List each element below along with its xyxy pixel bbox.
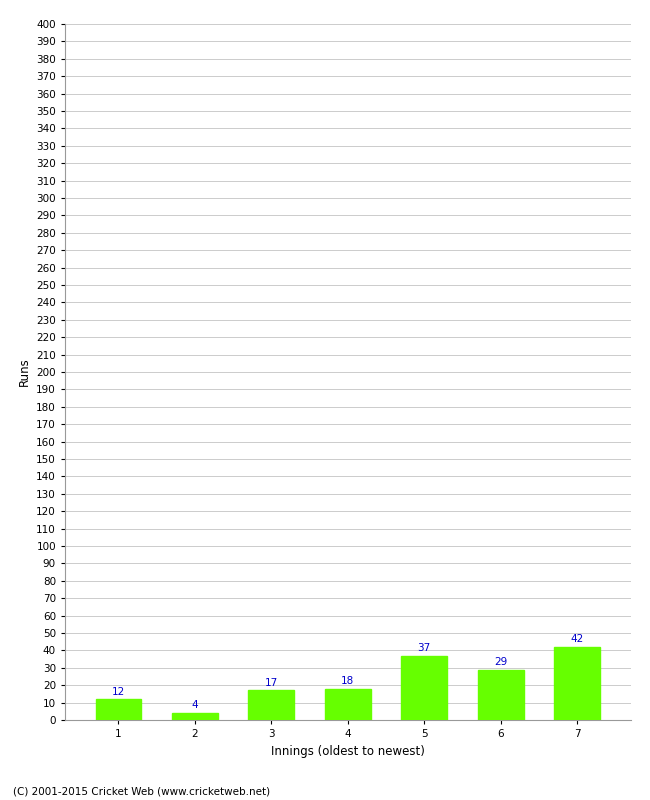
Bar <box>554 647 600 720</box>
Bar <box>96 699 142 720</box>
Text: 42: 42 <box>571 634 584 644</box>
Bar <box>325 689 370 720</box>
X-axis label: Innings (oldest to newest): Innings (oldest to newest) <box>271 745 424 758</box>
Text: 18: 18 <box>341 676 354 686</box>
Text: 12: 12 <box>112 686 125 697</box>
Bar <box>248 690 294 720</box>
Bar <box>172 713 218 720</box>
Text: 17: 17 <box>265 678 278 688</box>
Y-axis label: Runs: Runs <box>18 358 31 386</box>
Text: (C) 2001-2015 Cricket Web (www.cricketweb.net): (C) 2001-2015 Cricket Web (www.cricketwe… <box>13 786 270 796</box>
Bar <box>478 670 523 720</box>
Bar <box>401 656 447 720</box>
Text: 29: 29 <box>494 657 507 667</box>
Text: 4: 4 <box>192 701 198 710</box>
Text: 37: 37 <box>417 643 431 653</box>
